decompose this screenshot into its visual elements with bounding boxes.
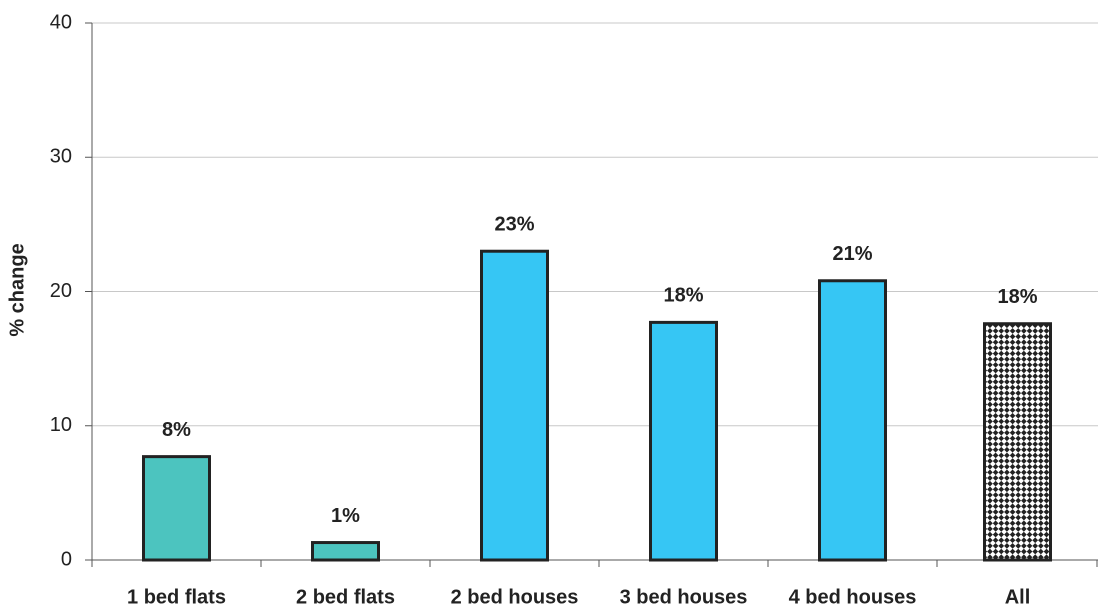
x-tick-label: 3 bed houses (620, 586, 748, 608)
bar (311, 541, 380, 562)
y-tick-label: 20 (50, 280, 72, 302)
bar (983, 322, 1052, 562)
y-tick-label: 0 (61, 548, 72, 570)
y-tick-label: 40 (50, 11, 72, 33)
x-tick-label: 1 bed flats (127, 586, 226, 608)
value-label: 18% (663, 285, 703, 307)
value-label: 8% (162, 419, 191, 441)
y-tick-label: 30 (50, 146, 72, 168)
value-label: 1% (331, 505, 360, 527)
value-label: 23% (494, 214, 534, 236)
x-tick-label: 2 bed flats (296, 586, 395, 608)
y-tick-label: 10 (50, 414, 72, 436)
value-label: 21% (832, 243, 872, 265)
value-label: 18% (997, 286, 1037, 308)
bar (142, 455, 211, 562)
bar (649, 320, 718, 562)
y-axis-title: % change (6, 243, 28, 336)
x-tick-label: All (1005, 586, 1031, 608)
bar (480, 249, 549, 562)
x-tick-label: 2 bed houses (451, 586, 579, 608)
x-tick-label: 4 bed houses (789, 586, 917, 608)
bar (818, 279, 887, 562)
